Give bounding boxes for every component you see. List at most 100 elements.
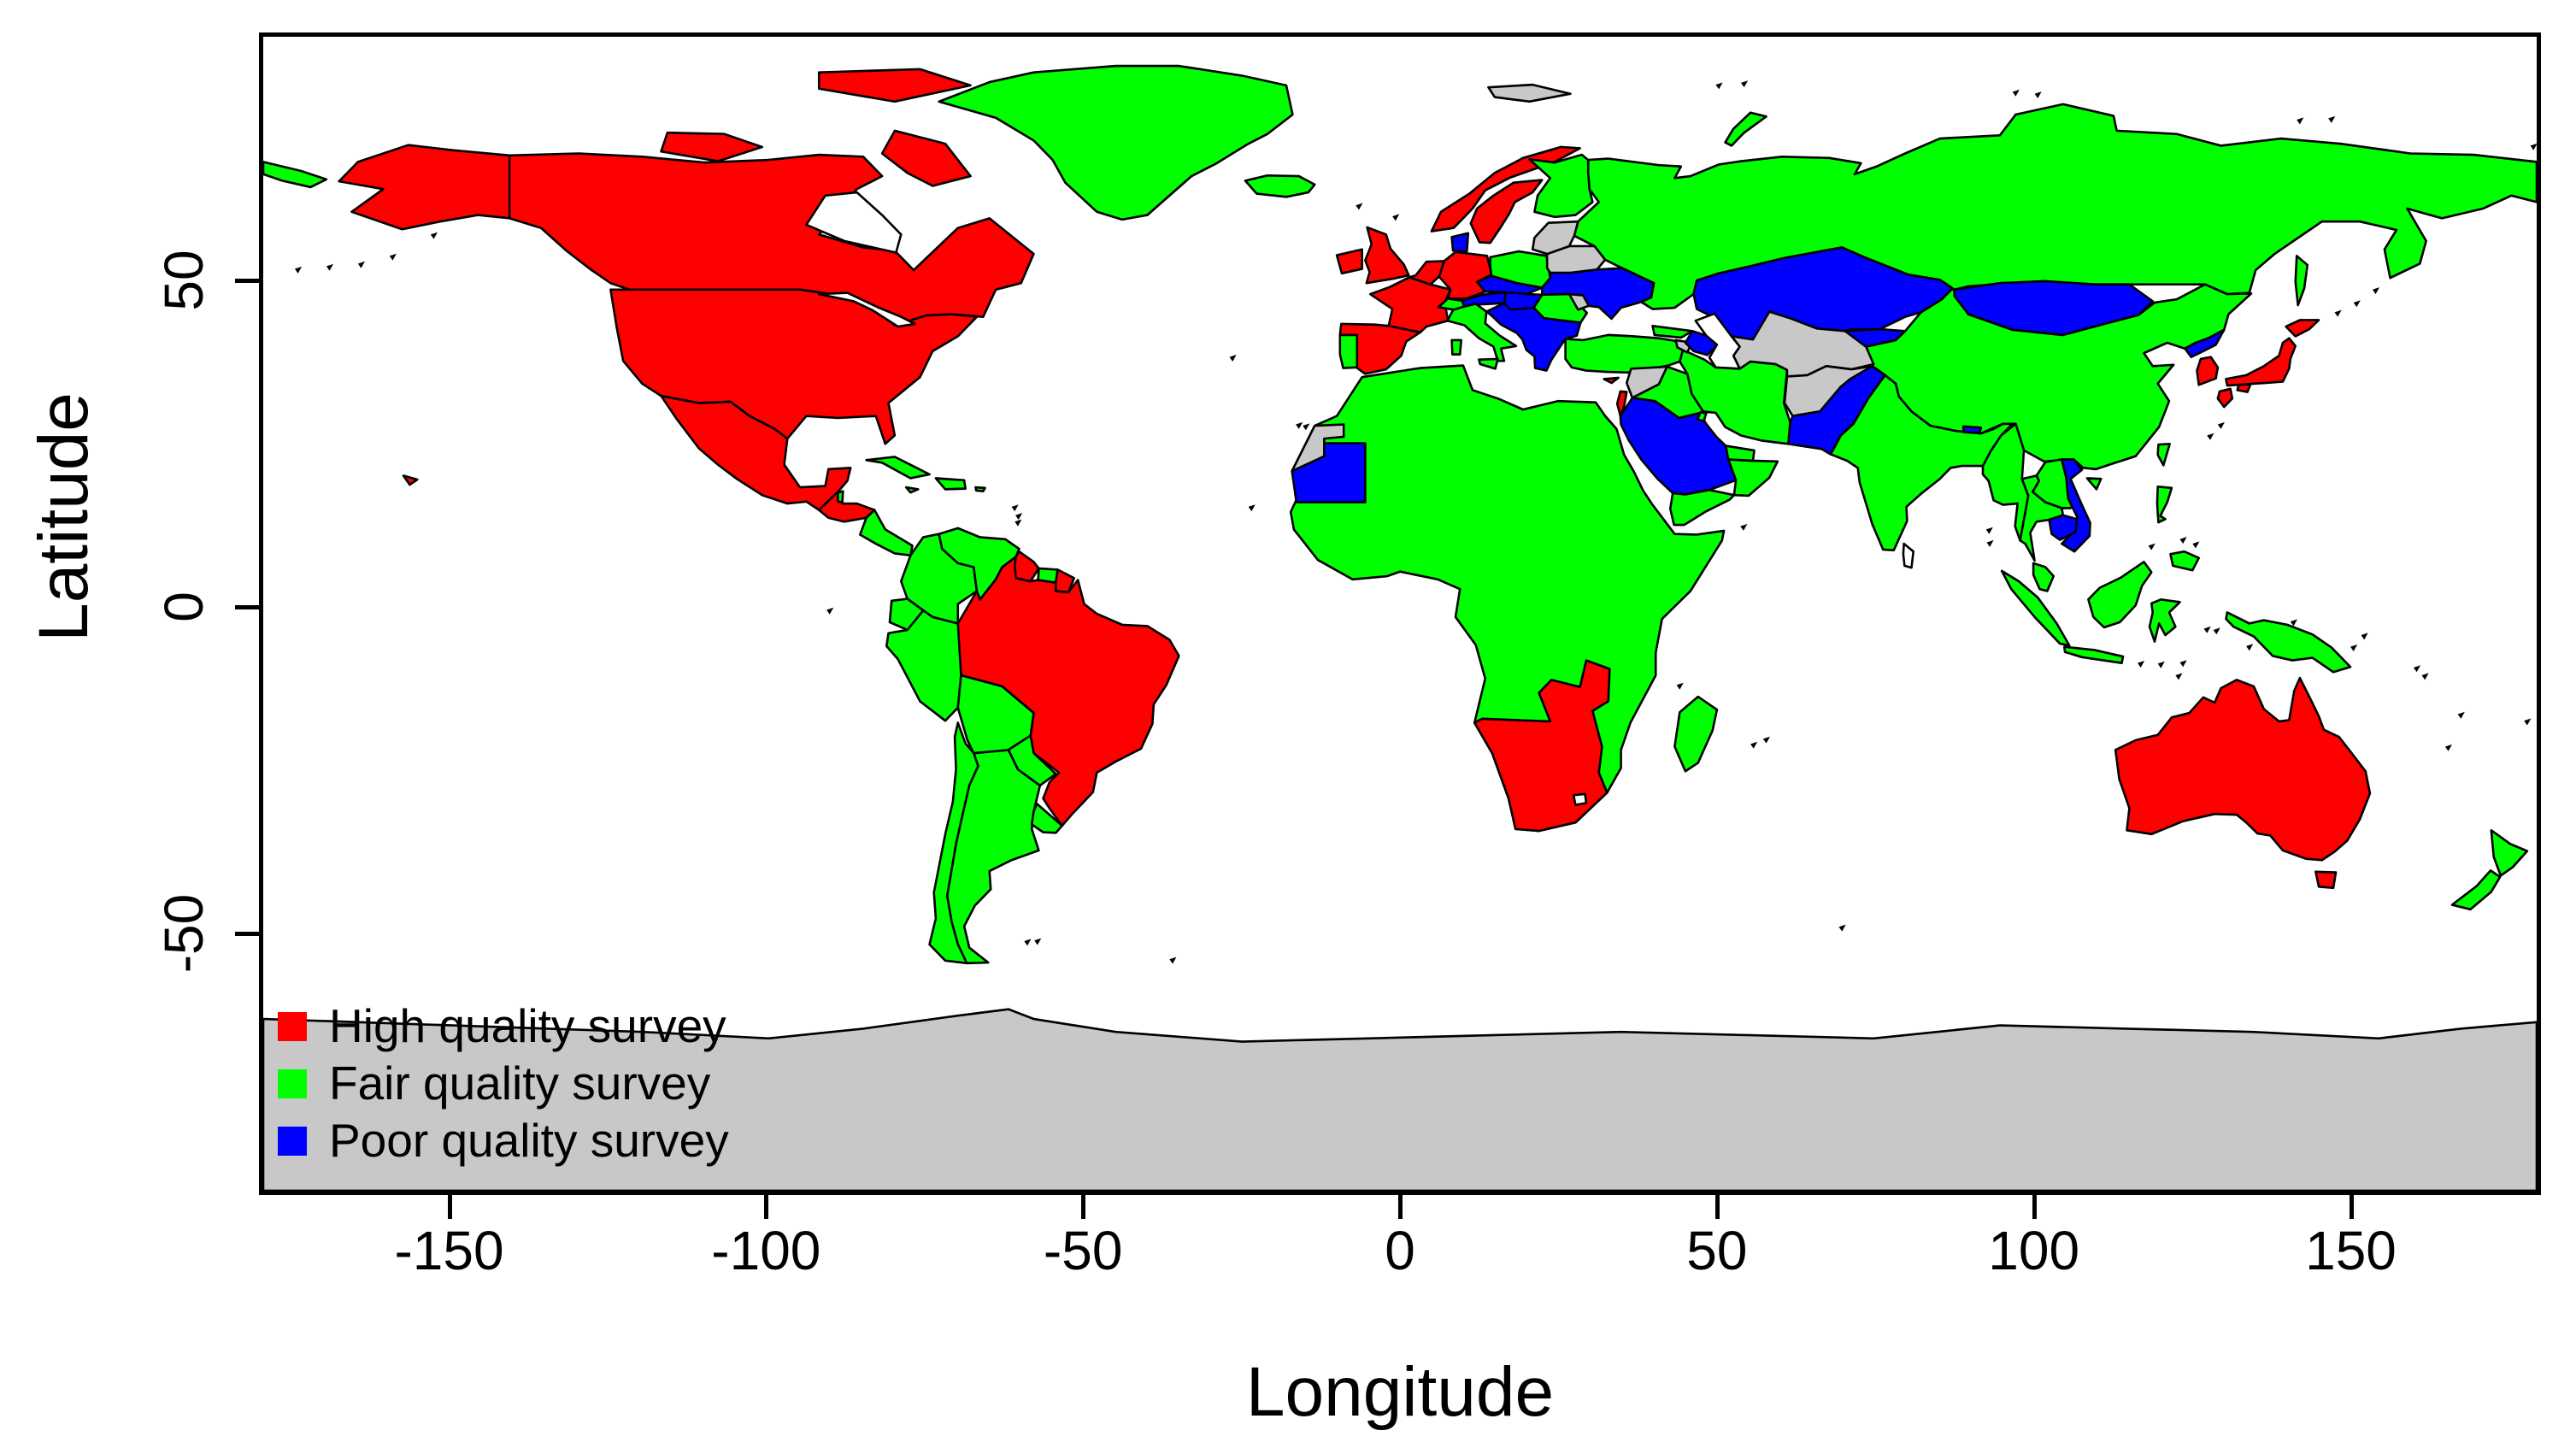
country-italy <box>1446 303 1518 362</box>
island-speck <box>2297 117 2304 125</box>
country-belarus <box>1545 244 1607 274</box>
x-tick-mark <box>2032 1195 2037 1219</box>
island-speck <box>2179 537 2187 545</box>
country-sweden <box>1469 179 1544 244</box>
island-speck <box>1838 924 1846 932</box>
country-peru <box>885 609 962 722</box>
country-japan-hokkaido <box>2285 319 2320 338</box>
x-tick-mark <box>1398 1195 1403 1219</box>
country-israel <box>1615 390 1628 418</box>
x-tick-label: -50 <box>1043 1220 1123 1281</box>
country-bhutan <box>1961 425 1983 434</box>
country-ukraine <box>1540 267 1656 321</box>
island-speck <box>2203 626 2211 633</box>
island-speck <box>1034 938 1042 945</box>
island-speck <box>2361 633 2368 640</box>
island-speck <box>2179 660 2187 668</box>
country-benelux <box>1408 260 1446 286</box>
island-speck <box>1015 519 1022 527</box>
x-tick-mark <box>2349 1195 2354 1219</box>
country-sardinia <box>1450 338 1462 356</box>
country-borneo <box>2087 560 2153 629</box>
island-speck <box>430 232 438 239</box>
island-speck <box>826 607 834 615</box>
legend-label: Poor quality survey <box>329 1114 729 1167</box>
x-tick-mark <box>447 1195 452 1219</box>
island-speck <box>294 266 303 274</box>
country-south-korea <box>2196 356 2220 386</box>
country-france <box>1368 276 1452 334</box>
island-speck <box>2217 421 2225 429</box>
island-speck <box>2328 115 2336 123</box>
island-speck <box>357 261 365 268</box>
country-kuwait <box>1696 410 1708 423</box>
x-tick-mark <box>764 1195 769 1219</box>
country-turkey <box>1564 333 1685 374</box>
country-bolivia <box>956 674 1035 755</box>
legend-item-high: High quality survey <box>278 998 729 1055</box>
island-speck <box>2413 665 2421 673</box>
country-chile <box>928 721 979 965</box>
country-french-guiana <box>1055 568 1076 594</box>
country-java <box>2063 645 2125 664</box>
x-tick-label: -150 <box>394 1220 504 1281</box>
country-chukotka-west <box>263 161 328 189</box>
country-cambodia <box>2048 514 2079 541</box>
country-luzon <box>2155 486 2173 524</box>
island-speck <box>1011 504 1019 512</box>
country-kyrgyzstan <box>1844 327 1907 348</box>
world-map-svg <box>263 64 2537 1191</box>
island-speck <box>1762 736 1770 744</box>
legend-swatch-high <box>278 1011 307 1041</box>
country-pakistan <box>1787 364 1886 456</box>
country-australia <box>2114 676 2372 862</box>
legend-item-fair: Fair quality survey <box>278 1055 729 1112</box>
country-antarctica <box>263 1008 2537 1191</box>
island-speck <box>2524 718 2532 726</box>
country-north-korea <box>2184 328 2226 358</box>
island-speck <box>2353 300 2361 308</box>
plot-area <box>259 32 2541 1195</box>
country-svalbard <box>1487 83 1572 103</box>
country-new-guinea <box>2225 611 2352 674</box>
country-mindanao <box>2169 550 2200 572</box>
country-mexico <box>660 394 852 511</box>
country-sakhalin <box>2294 255 2309 307</box>
island-speck <box>2213 627 2220 635</box>
country-norway <box>1430 145 1581 233</box>
island-speck <box>1740 523 1748 531</box>
island-speck <box>2372 287 2380 295</box>
country-oman <box>1726 458 1779 497</box>
country-uae <box>1724 444 1756 462</box>
country-caspian-sea <box>1694 312 1741 370</box>
island-speck <box>1229 355 1237 362</box>
legend-label: Fair quality survey <box>329 1057 711 1110</box>
country-yemen <box>1668 488 1736 527</box>
island-speck <box>1296 421 1303 429</box>
island-speck <box>2350 645 2358 651</box>
island-speck <box>1392 214 1400 221</box>
country-japan-honshu <box>2225 337 2297 387</box>
country-uruguay <box>1030 802 1063 834</box>
island-speck <box>1750 741 1758 749</box>
x-axis-title: Longitude <box>1245 1353 1555 1431</box>
x-tick-label: 0 <box>1385 1220 1415 1281</box>
x-tick-mark <box>1081 1195 1086 1219</box>
country-hispaniola <box>934 477 967 491</box>
country-new-zealand-north <box>2490 828 2529 877</box>
country-venezuela <box>938 527 1020 601</box>
country-western-sahara <box>1291 423 1345 473</box>
island-speck <box>1985 527 1993 534</box>
country-ecuador <box>888 597 925 632</box>
y-tick-label: 50 <box>153 250 215 311</box>
country-nicaragua-costarica-panama <box>858 509 914 557</box>
country-southern-africa-cluster <box>1473 659 1611 833</box>
island-speck <box>2012 89 2020 97</box>
country-baltic-states <box>1531 220 1579 256</box>
country-sulawesi <box>2148 597 2181 643</box>
island-speck <box>2246 644 2254 651</box>
country-canada <box>508 152 1035 327</box>
country-switzerland <box>1437 297 1466 311</box>
country-mongolia <box>1953 280 2155 337</box>
